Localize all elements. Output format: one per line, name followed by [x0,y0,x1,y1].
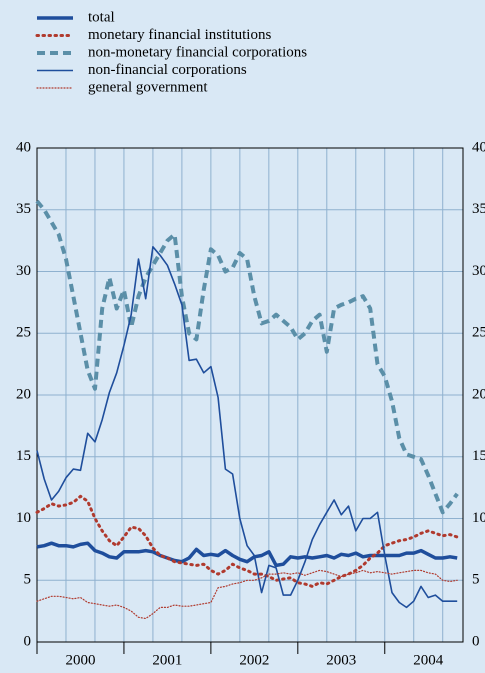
y2-tick-label: 30 [472,263,485,279]
y-tick-label: 40 [16,139,31,155]
y-tick-label: 15 [16,448,31,464]
series-line [35,494,459,588]
legend-label: general government [88,79,208,95]
legend-label: non-monetary financial corporations [88,44,307,60]
series-line [36,541,458,568]
series-line [35,199,459,515]
y2-tick-label: 40 [472,139,485,155]
y2-tick-label: 0 [472,633,480,649]
y-tick-label: 25 [16,325,31,341]
y-tick-label: 0 [24,633,32,649]
legend-label: non-financial corporations [88,62,247,78]
legend-label: total [88,9,115,25]
y2-tick-label: 25 [472,325,485,341]
series-line [36,246,458,609]
y2-tick-label: 20 [472,386,485,402]
y-tick-label: 5 [24,572,32,588]
y2-tick-label: 5 [472,572,480,588]
x-tick-label: 2003 [326,652,356,668]
series-line [36,569,458,620]
y-tick-label: 35 [16,201,31,217]
y-tick-label: 30 [16,263,31,279]
y2-tick-label: 10 [472,510,485,526]
plot-frame [36,147,464,643]
y-tick-label: 10 [16,510,31,526]
x-tick-label: 2004 [413,652,444,668]
y2-tick-label: 35 [472,201,485,217]
x-tick-label: 2000 [65,652,95,668]
legend-label: monetary financial institutions [88,27,271,43]
x-tick-label: 2001 [152,652,182,668]
x-tick-label: 2002 [239,652,269,668]
y-tick-label: 20 [16,386,31,402]
y2-tick-label: 15 [472,448,485,464]
